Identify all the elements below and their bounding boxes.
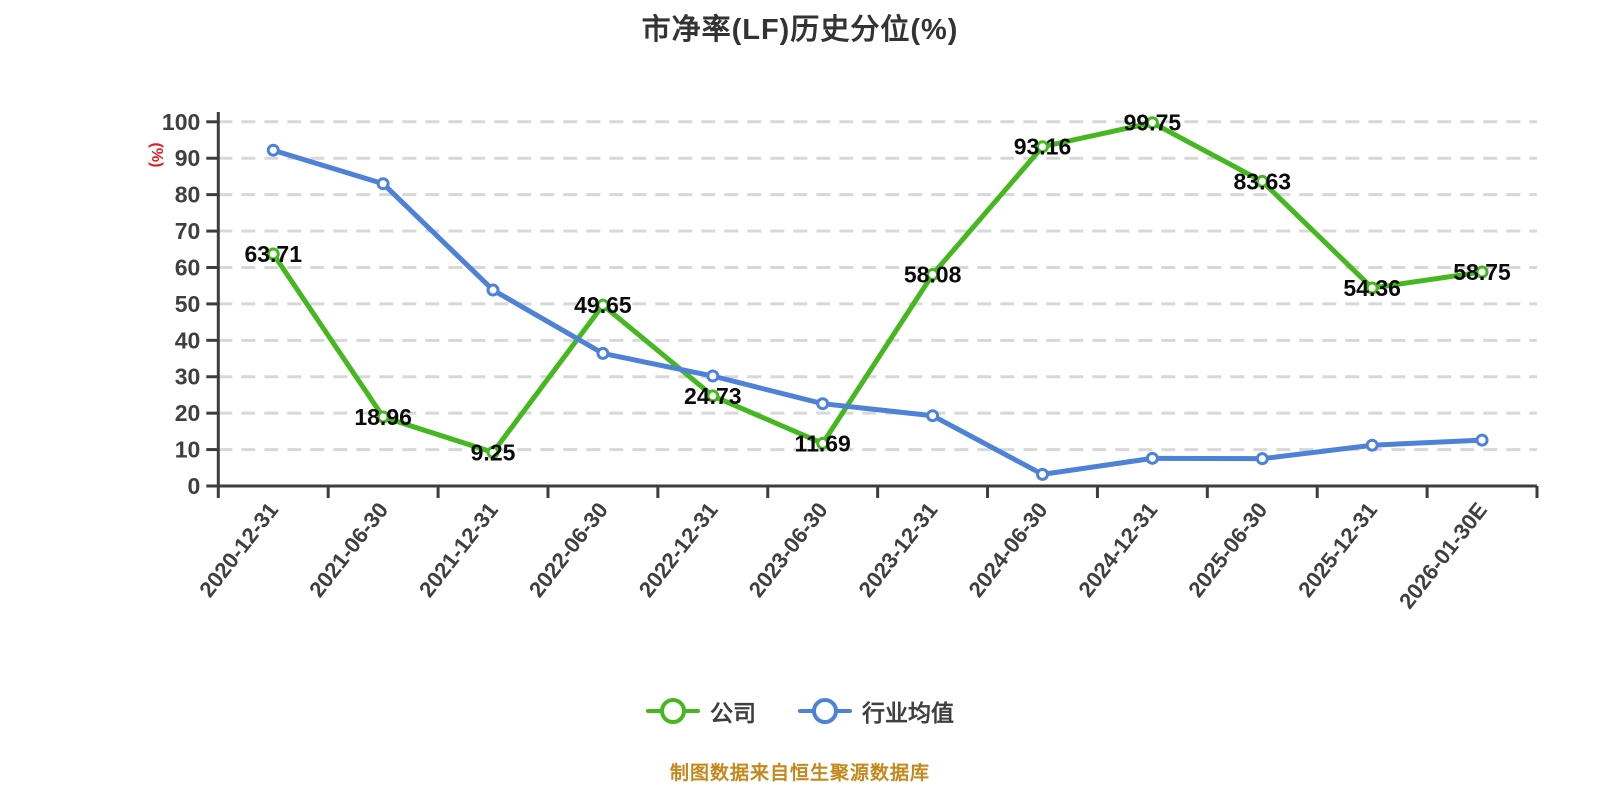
x-tick-label: 2021-06-30 xyxy=(304,498,393,602)
industry-average-series-point-marker xyxy=(1475,433,1489,447)
legend-label-industry-average: 行业均值 xyxy=(862,700,954,726)
y-tick-label: 40 xyxy=(175,327,201,353)
data-point-label: 63.71 xyxy=(244,241,302,267)
data-point-label: 58.08 xyxy=(904,261,962,287)
company-series-point-marker xyxy=(266,247,280,261)
y-tick-label: 10 xyxy=(175,437,201,463)
x-tick-label: 2023-12-31 xyxy=(854,498,943,602)
company-series-point-marker xyxy=(926,267,940,281)
company-series-point-marker xyxy=(1255,174,1269,188)
data-point-label: 58.75 xyxy=(1453,259,1511,285)
x-tick-label: 2021-12-31 xyxy=(414,498,503,602)
x-tick-label: 2024-12-31 xyxy=(1073,498,1162,602)
industry-average-series-point-marker xyxy=(816,397,830,411)
company-series-point-marker xyxy=(706,389,720,403)
x-tick-label: 2025-06-30 xyxy=(1183,498,1272,602)
industry-average-series-point-marker xyxy=(706,369,720,383)
x-tick-label: 2024-06-30 xyxy=(963,498,1052,602)
industry-average-series-swatch-icon xyxy=(798,696,852,726)
industry-average-series-point-marker xyxy=(376,177,390,191)
company-series-line xyxy=(270,120,1485,455)
company-series-point-marker xyxy=(1365,281,1379,295)
company-series-swatch-icon xyxy=(646,696,700,726)
y-axis-unit-label: (%) xyxy=(148,143,165,168)
company-series-point-marker xyxy=(1145,116,1159,130)
y-tick-label: 60 xyxy=(175,254,201,280)
x-tick-label: 2022-12-31 xyxy=(634,498,723,602)
data-point-label: 93.16 xyxy=(1014,134,1072,160)
x-tick-label: 2022-06-30 xyxy=(524,498,613,602)
data-point-label: 83.63 xyxy=(1233,168,1291,194)
industry-average-series-point-marker xyxy=(1145,451,1159,465)
industry-average-series-point-marker xyxy=(1035,467,1049,481)
swatch-circle xyxy=(812,698,838,724)
y-tick-label: 20 xyxy=(175,400,201,426)
x-tick-label: 2025-12-31 xyxy=(1293,498,1382,602)
data-point-label: 54.36 xyxy=(1343,275,1401,301)
data-point-label: 24.73 xyxy=(684,383,742,409)
data-point-label: 18.96 xyxy=(354,404,412,430)
data-point-label: 9.25 xyxy=(471,439,516,465)
y-tick-label: 30 xyxy=(175,364,201,390)
company-series-point-marker xyxy=(376,410,390,424)
data-point-label: 11.69 xyxy=(795,430,851,456)
legend: 公司 行业均值 xyxy=(0,694,1600,728)
data-source-note: 制图数据来自恒生聚源数据库 xyxy=(669,763,930,784)
industry-average-series-point-marker xyxy=(266,143,280,157)
x-tick-label: 2026-01-30E xyxy=(1394,498,1492,614)
data-point-label: 99.75 xyxy=(1124,110,1182,136)
y-tick-label: 70 xyxy=(175,218,201,244)
y-tick-label: 50 xyxy=(175,291,201,317)
legend-item-industry-average[interactable]: 行业均值 xyxy=(798,694,954,728)
industry-average-series-point-marker xyxy=(926,409,940,423)
company-series-point-marker xyxy=(596,298,610,312)
y-tick-label: 90 xyxy=(175,145,201,171)
data-point-label: 49.65 xyxy=(574,292,632,318)
x-tick-label: 2023-06-30 xyxy=(744,498,833,602)
company-series-point-marker xyxy=(816,436,830,450)
legend-item-company[interactable]: 公司 xyxy=(646,694,756,728)
y-tick-label: 100 xyxy=(162,109,200,135)
swatch-circle xyxy=(660,698,686,724)
industry-average-series-point-marker xyxy=(1365,438,1379,452)
industry-average-series-point-marker xyxy=(1255,452,1269,466)
industry-average-series-line xyxy=(270,147,1485,477)
industry-average-series-point-marker xyxy=(596,346,610,360)
y-tick-label: 80 xyxy=(175,182,201,208)
company-series-point-marker xyxy=(1035,140,1049,154)
company-series-point-marker xyxy=(486,445,500,459)
industry-average-series-point-marker xyxy=(486,283,500,297)
chart-title: 市净率(LF)历史分位(%) xyxy=(641,14,959,46)
x-tick-label: 2020-12-31 xyxy=(194,498,283,602)
legend-label-company: 公司 xyxy=(710,700,756,726)
company-series-point-marker xyxy=(1475,265,1489,279)
y-tick-label: 0 xyxy=(188,473,201,499)
